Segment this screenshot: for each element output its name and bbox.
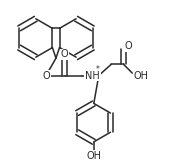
Text: O: O xyxy=(124,41,132,51)
Text: O: O xyxy=(42,70,50,81)
Text: O: O xyxy=(61,49,68,59)
Text: *: * xyxy=(96,65,100,74)
Text: OH: OH xyxy=(134,70,149,81)
Text: NH: NH xyxy=(85,70,100,81)
Text: OH: OH xyxy=(86,151,101,161)
